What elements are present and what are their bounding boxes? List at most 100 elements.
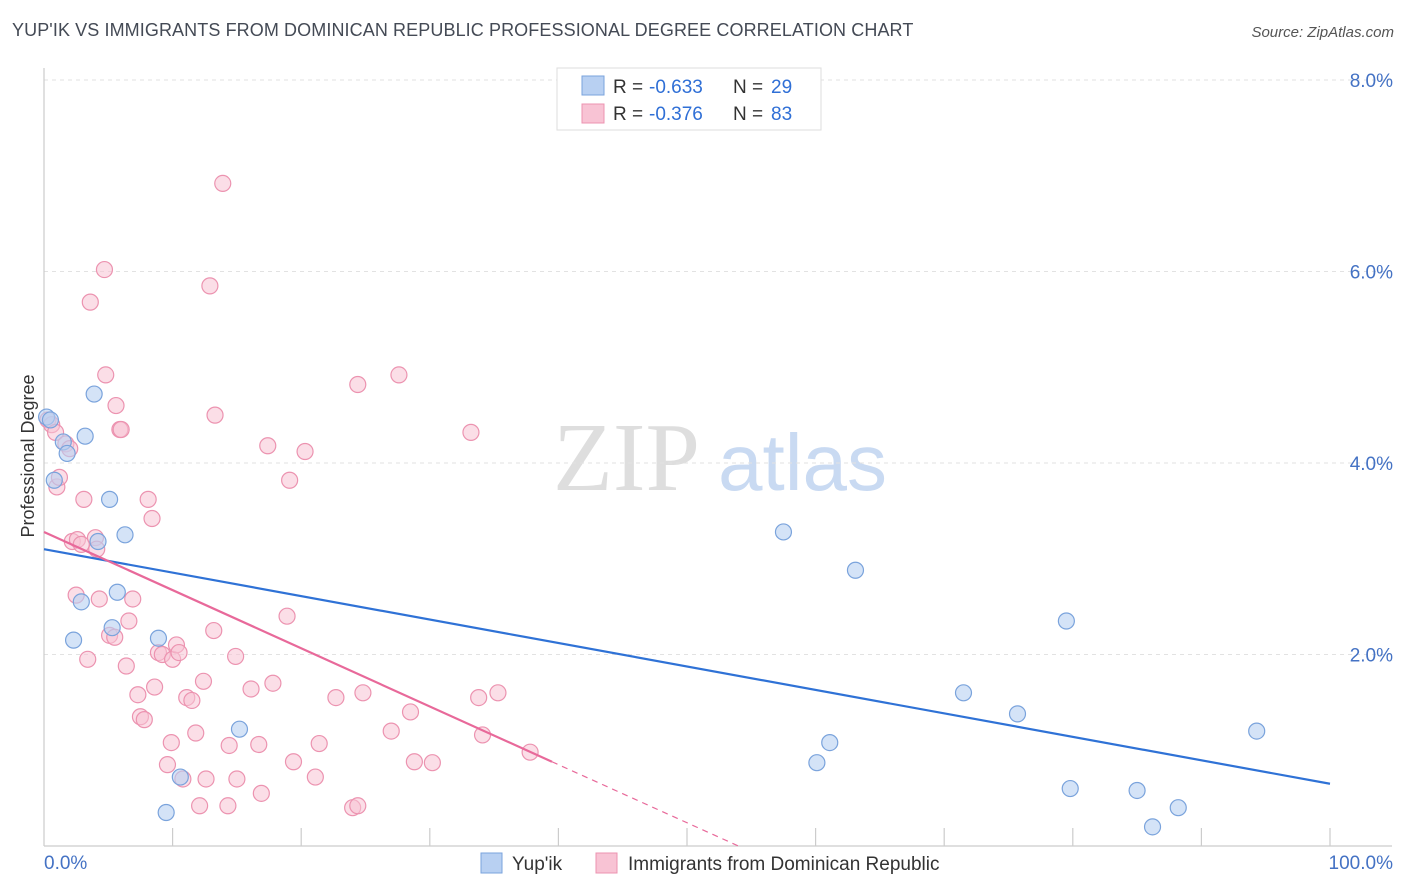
source-label: Source: ZipAtlas.com (1251, 24, 1394, 41)
bottom-legend-label-yupik: Yup'ik (512, 854, 563, 875)
yupik-point (85, 385, 103, 403)
y-tick-label: 2.0% (1350, 646, 1393, 667)
dominican-point (139, 490, 157, 508)
dominican-point (296, 442, 314, 461)
yupik-point (103, 619, 121, 637)
trend-lines (43, 530, 1331, 847)
y-tick-label: 6.0% (1350, 263, 1393, 284)
legend-r-value-dominican: -0.376 (649, 104, 703, 125)
dominican-point (117, 657, 135, 675)
dominican-point (242, 680, 260, 698)
legend-n-value-yupik: 29 (771, 77, 792, 98)
dominican-point (489, 684, 507, 702)
dominican-point (349, 797, 367, 815)
yupik-point (1057, 612, 1075, 630)
yupik-trend-line (43, 548, 1331, 785)
dominican-point (75, 490, 93, 508)
dominican-point (143, 509, 161, 528)
dominican-point (405, 753, 423, 771)
y-tick-labels: 2.0% 4.0% 6.0% 8.0% (1350, 71, 1393, 667)
dominican-point (191, 797, 209, 815)
y-tick-label: 8.0% (1350, 71, 1393, 92)
dominican-point (390, 366, 408, 384)
yupik-point (157, 803, 175, 822)
dominican-point (252, 784, 270, 802)
correlation-legend: R = -0.633 N = 29 R = -0.376 N = 83 (556, 67, 822, 131)
dominican-point (183, 691, 201, 710)
x-tick-label-min: 0.0% (44, 853, 87, 874)
yupik-point (1143, 818, 1162, 836)
dominican-point (250, 735, 268, 754)
yupik-point (171, 768, 189, 786)
yupik-point (45, 471, 63, 489)
dominican-point (228, 770, 246, 788)
yupik-point (774, 523, 793, 541)
dominican-point (170, 643, 188, 662)
legend-swatch-yupik (581, 75, 605, 96)
dominican-point (401, 703, 420, 721)
legend-n-value-dominican: 83 (771, 104, 792, 125)
gridlines (44, 79, 1392, 655)
dominican-point (354, 684, 372, 702)
dominican-point (129, 686, 147, 704)
legend-r-label-dominican: R = (613, 104, 643, 125)
dominican-point (219, 797, 237, 815)
axes (43, 68, 1392, 847)
dominican-point (145, 678, 164, 696)
dominican-point (205, 621, 223, 640)
bottom-legend-swatch-dominican (595, 852, 618, 874)
dominican-trend-extension (551, 761, 739, 847)
series-yupik-points (37, 385, 1266, 836)
yupik-point (108, 583, 126, 601)
yupik-point (808, 754, 826, 772)
yupik-point (64, 631, 83, 649)
yupik-point (58, 444, 76, 463)
dominican-point (95, 260, 114, 279)
dominican-point (259, 437, 277, 455)
dominican-point (349, 375, 367, 394)
bottom-legend-label-dominican: Immigrants from Dominican Republic (628, 854, 940, 875)
yupik-point (846, 561, 865, 579)
dominican-point (124, 590, 142, 608)
dominican-point (220, 736, 238, 755)
dominican-point (81, 293, 99, 311)
yupik-point (821, 733, 839, 752)
yupik-point (1061, 779, 1079, 798)
dominican-point (201, 277, 219, 295)
dominican-point (462, 423, 480, 441)
yupik-point (1128, 781, 1146, 800)
yupik-point (149, 629, 168, 647)
yupik-point (100, 490, 119, 508)
dominican-point (107, 396, 125, 415)
dominican-point (281, 471, 299, 489)
dominican-point (135, 711, 153, 729)
x-ticks (172, 828, 1331, 846)
legend-swatch-dominican (581, 103, 605, 124)
yupik-point (89, 532, 107, 551)
y-axis-label: Professional Degree (18, 374, 38, 537)
x-tick-label-max: 100.0% (1329, 853, 1394, 874)
dominican-point (470, 688, 488, 707)
dominican-point (158, 756, 177, 774)
yupik-point (230, 720, 249, 738)
dominican-trend-line (43, 530, 553, 763)
dominican-point (382, 722, 400, 740)
yupik-point (1169, 799, 1187, 817)
dominican-point (306, 768, 324, 786)
legend-r-label-yupik: R = (613, 77, 643, 98)
legend-n-label-yupik: N = (733, 77, 763, 98)
dominican-point (120, 612, 138, 630)
yupik-point (72, 593, 90, 611)
dominican-point (97, 366, 115, 384)
series-legend: Yup'ik Immigrants from Dominican Republi… (480, 852, 940, 875)
dominican-point (197, 770, 215, 788)
dominican-point (327, 688, 345, 707)
dominican-point (112, 420, 130, 439)
legend-n-label-dominican: N = (733, 104, 763, 125)
watermark-zip: ZIP (553, 404, 700, 512)
y-tick-label: 4.0% (1350, 454, 1393, 475)
dominican-point (90, 590, 108, 608)
yupik-point (1008, 705, 1027, 723)
dominican-point (162, 733, 180, 752)
